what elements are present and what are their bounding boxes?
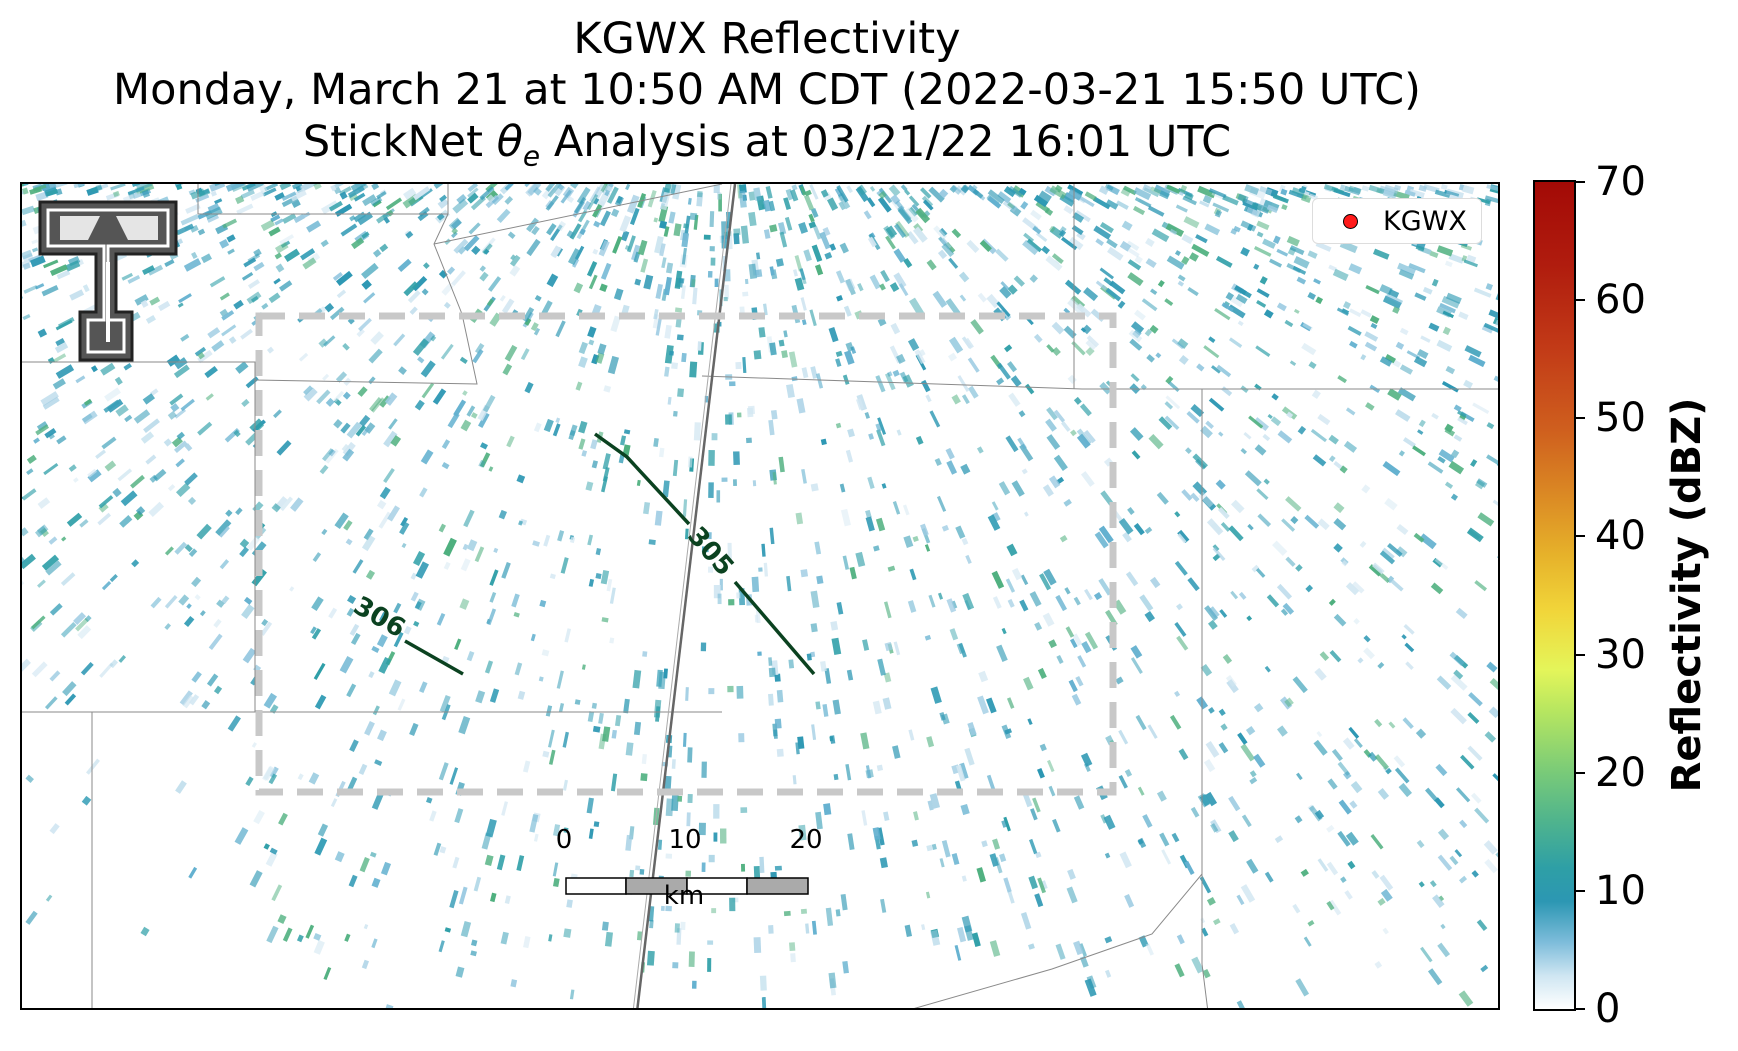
colorbar-tick-mark bbox=[1575, 653, 1585, 656]
colorbar-tick-mark bbox=[1575, 889, 1585, 892]
county-boundary bbox=[197, 184, 449, 215]
colorbar-tick-mark bbox=[1575, 1008, 1585, 1010]
scale-bar-unit: km bbox=[663, 881, 705, 911]
colorbar-tick-label: 40 bbox=[1595, 513, 1646, 560]
colorbar-tick-label: 70 bbox=[1595, 159, 1646, 205]
texas-tech-double-t-logo bbox=[38, 200, 178, 362]
scale-bar bbox=[565, 877, 809, 895]
scale-bar-tick-label: 0 bbox=[555, 825, 573, 855]
map-legend: KGWX bbox=[1312, 198, 1482, 244]
colorbar-tick-mark bbox=[1575, 299, 1585, 302]
county-boundary bbox=[914, 873, 1203, 1008]
reflectivity-colorbar bbox=[1533, 180, 1576, 1011]
county-boundary bbox=[433, 184, 723, 245]
colorbar-tick-label: 30 bbox=[1595, 631, 1646, 678]
map-canvas: 305 306 bbox=[22, 184, 1498, 1008]
colorbar-tick-mark bbox=[1575, 535, 1585, 538]
scale-bar-tick-label: 20 bbox=[789, 825, 823, 855]
highway-line bbox=[632, 184, 732, 1008]
title-line-2: Monday, March 21 at 10:50 AM CDT (2022-0… bbox=[113, 65, 1421, 115]
county-boundary bbox=[22, 380, 256, 713]
colorbar-tick-mark bbox=[1575, 771, 1585, 774]
radar-site-marker bbox=[1343, 214, 1358, 229]
colorbar-tick-mark bbox=[1575, 181, 1585, 183]
county-boundaries bbox=[22, 184, 1498, 1008]
colorbar-tick-label: 60 bbox=[1595, 277, 1646, 324]
colorbar-tick-label: 10 bbox=[1595, 867, 1646, 914]
colorbar-tick-mark bbox=[1575, 417, 1585, 420]
radar-map[interactable]: 305 306 bbox=[20, 182, 1500, 1010]
theta-e-contour-305 bbox=[733, 580, 816, 676]
colorbar-tick-label: 50 bbox=[1595, 395, 1646, 442]
colorbar-tick-label: 0 bbox=[1595, 986, 1621, 1032]
highway-line bbox=[636, 184, 737, 1008]
colorbar-tick-label: 20 bbox=[1595, 749, 1646, 796]
scale-bar-tick-label: 10 bbox=[668, 825, 702, 855]
colorbar-title: Reflectivity (dBZ) bbox=[1664, 397, 1710, 793]
analysis-domain-box bbox=[255, 312, 1117, 796]
legend-label: KGWX bbox=[1383, 206, 1467, 237]
theta-e-contour-306 bbox=[404, 639, 464, 676]
title-line-3: StickNet θe Analysis at 03/21/22 16:01 U… bbox=[302, 117, 1232, 173]
reflectivity-echoes bbox=[22, 184, 1498, 1008]
title-line-1: KGWX Reflectivity bbox=[573, 14, 961, 64]
theta-e-contour-305 bbox=[593, 432, 691, 526]
